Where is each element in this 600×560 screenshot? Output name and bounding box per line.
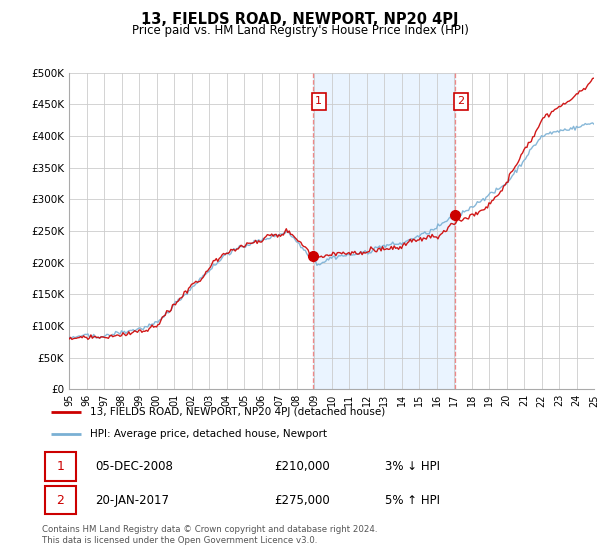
Text: Price paid vs. HM Land Registry's House Price Index (HPI): Price paid vs. HM Land Registry's House …	[131, 24, 469, 37]
Text: 5% ↑ HPI: 5% ↑ HPI	[385, 494, 440, 507]
Bar	[313, 73, 455, 389]
FancyBboxPatch shape	[44, 486, 76, 515]
Text: 2: 2	[458, 96, 464, 106]
Text: 13, FIELDS ROAD, NEWPORT, NP20 4PJ: 13, FIELDS ROAD, NEWPORT, NP20 4PJ	[141, 12, 459, 27]
Text: £210,000: £210,000	[274, 460, 330, 473]
Text: 05-DEC-2008: 05-DEC-2008	[95, 460, 173, 473]
Text: 1: 1	[56, 460, 64, 473]
Text: Contains HM Land Registry data © Crown copyright and database right 2024.
This d: Contains HM Land Registry data © Crown c…	[42, 525, 377, 545]
FancyBboxPatch shape	[44, 452, 76, 481]
Text: £275,000: £275,000	[274, 494, 330, 507]
Text: 20-JAN-2017: 20-JAN-2017	[95, 494, 169, 507]
Text: 3% ↓ HPI: 3% ↓ HPI	[385, 460, 440, 473]
Text: 1: 1	[315, 96, 322, 106]
Text: HPI: Average price, detached house, Newport: HPI: Average price, detached house, Newp…	[90, 429, 327, 438]
Text: 13, FIELDS ROAD, NEWPORT, NP20 4PJ (detached house): 13, FIELDS ROAD, NEWPORT, NP20 4PJ (deta…	[90, 407, 385, 417]
Text: 2: 2	[56, 494, 64, 507]
